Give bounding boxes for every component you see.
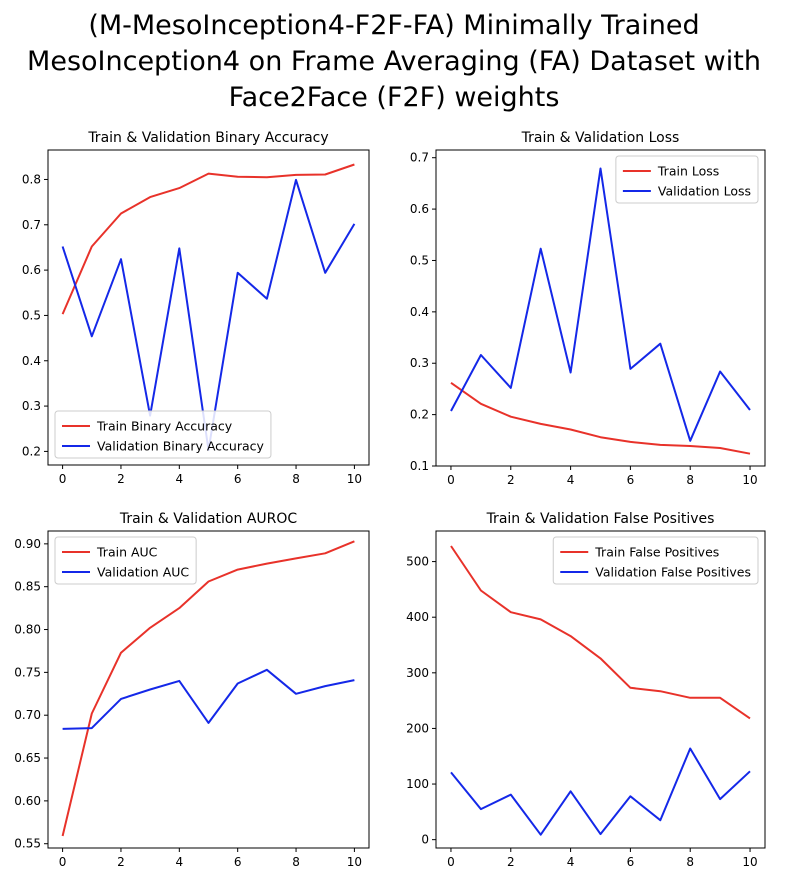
- chart-panel-2: Train & Validation Loss 0 2 4 6 8 10 0.1 0.2 0.3 0…: [410, 130, 766, 487]
- x-tick-label: 0: [447, 855, 455, 869]
- series-line-validation: [450, 167, 751, 442]
- series-line-train: [450, 545, 751, 720]
- legend-label: Train Binary Accuracy: [96, 419, 233, 434]
- series-line-train: [61, 540, 355, 837]
- y-tick-label: 0.1: [410, 459, 429, 473]
- y-tick-label: 0.2: [410, 408, 429, 422]
- y-tick-label: 300: [406, 666, 429, 680]
- y-tick-label: 0.5: [410, 253, 429, 267]
- legend-box: [54, 410, 272, 459]
- plot-frame: [47, 149, 370, 466]
- legend-box: [552, 536, 759, 585]
- y-tick-label: 0.4: [410, 305, 429, 319]
- series-line-validation: [61, 178, 356, 451]
- figure-title-line-2: MesoInception4 on Frame Averaging (FA) D…: [27, 46, 761, 77]
- series-line-validation: [62, 668, 355, 730]
- plot-frame: [435, 530, 766, 849]
- x-tick-label: 8: [292, 472, 300, 486]
- figure-title: (M-MesoInception4-F2F-FA) Minimally Trai…: [0, 8, 788, 116]
- x-tick-label: 0: [59, 855, 67, 869]
- legend: Train AUC Validation AUC: [54, 536, 197, 585]
- x-tick-label: 6: [627, 855, 635, 869]
- y-tick-label: 0.7: [22, 218, 41, 232]
- plot-frame: [47, 530, 370, 849]
- legend-label: Validation False Positives: [595, 565, 751, 580]
- chart-title: Train & Validation False Positives: [486, 511, 715, 527]
- legend-box: [54, 536, 197, 585]
- x-tick-label: 8: [686, 473, 694, 487]
- legend-label: Validation Loss: [658, 184, 751, 199]
- legend-label: Validation Binary Accuracy: [97, 439, 265, 454]
- y-tick-label: 500: [406, 555, 429, 569]
- y-tick-label: 0.70: [14, 708, 41, 722]
- series-line-train: [61, 163, 355, 315]
- chart-title: Train & Validation Loss: [521, 130, 680, 146]
- x-tick-label: 2: [117, 472, 125, 486]
- y-tick-label: 0.2: [22, 444, 41, 458]
- x-tick-label: 10: [742, 855, 757, 869]
- y-tick-label: 0.5: [22, 308, 41, 322]
- legend-label: Train Loss: [657, 164, 719, 179]
- y-tick-label: 0.3: [410, 356, 429, 370]
- y-tick-label: 0.65: [14, 751, 41, 765]
- y-tick-label: 0.4: [22, 354, 41, 368]
- x-tick-label: 6: [234, 472, 242, 486]
- figure-title-line-3: Face2Face (F2F) weights: [228, 82, 560, 113]
- x-tick-label: 8: [686, 855, 694, 869]
- y-tick-label: 0.60: [14, 794, 41, 808]
- x-tick-label: 10: [347, 855, 362, 869]
- x-tick-label: 10: [742, 473, 757, 487]
- chart-panel-1: Train & Validation Binary Accuracy 0 2 4 6 8 1…: [22, 130, 370, 486]
- legend: Train Loss Validation Loss: [615, 155, 759, 204]
- y-tick-label: 0.75: [14, 665, 41, 679]
- x-tick-label: 8: [292, 855, 300, 869]
- x-tick-label: 0: [59, 472, 67, 486]
- plot-frame: [435, 149, 766, 467]
- x-tick-label: 0: [447, 473, 455, 487]
- y-tick-label: 400: [406, 610, 429, 624]
- legend: Train Binary Accuracy Validation Binary A…: [54, 410, 272, 459]
- x-tick-label: 4: [175, 855, 183, 869]
- x-tick-label: 2: [507, 473, 515, 487]
- y-tick-label: 0.7: [410, 151, 429, 165]
- y-tick-label: 0: [421, 833, 429, 847]
- chart-panel-3: Train & Validation AUROC 0 2 4 6 8 10 0.55 0.60 0…: [14, 511, 370, 869]
- series-line-validation: [450, 747, 751, 836]
- figure-title-line-1: (M-MesoInception4-F2F-FA) Minimally Trai…: [88, 10, 700, 41]
- x-tick-label: 6: [627, 473, 635, 487]
- legend-label: Validation AUC: [97, 565, 189, 580]
- x-tick-label: 4: [567, 855, 575, 869]
- y-tick-label: 0.80: [14, 623, 41, 637]
- y-tick-label: 0.6: [410, 202, 429, 216]
- y-tick-label: 0.8: [22, 172, 41, 186]
- chart-title: Train & Validation AUROC: [119, 511, 298, 527]
- legend: Train False Positives Validation False Po…: [552, 536, 759, 585]
- y-tick-label: 0.55: [14, 837, 41, 851]
- y-tick-label: 0.3: [22, 399, 41, 413]
- legend-label: Train False Positives: [594, 545, 719, 560]
- x-tick-label: 2: [507, 855, 515, 869]
- x-tick-label: 4: [175, 472, 183, 486]
- series-line-train: [450, 381, 751, 455]
- y-tick-label: 0.6: [22, 263, 41, 277]
- legend-label: Train AUC: [96, 545, 158, 560]
- y-tick-label: 0.90: [14, 537, 41, 551]
- x-tick-label: 6: [234, 855, 242, 869]
- x-tick-label: 4: [567, 473, 575, 487]
- legend-box: [615, 155, 759, 204]
- y-tick-label: 0.85: [14, 580, 41, 594]
- x-tick-label: 10: [347, 472, 362, 486]
- x-tick-label: 2: [117, 855, 125, 869]
- y-tick-label: 100: [406, 777, 429, 791]
- y-tick-label: 200: [406, 721, 429, 735]
- chart-panel-4: Train & Validation False Positives 0 2 4 6 8 1…: [406, 511, 766, 869]
- chart-title: Train & Validation Binary Accuracy: [87, 130, 328, 146]
